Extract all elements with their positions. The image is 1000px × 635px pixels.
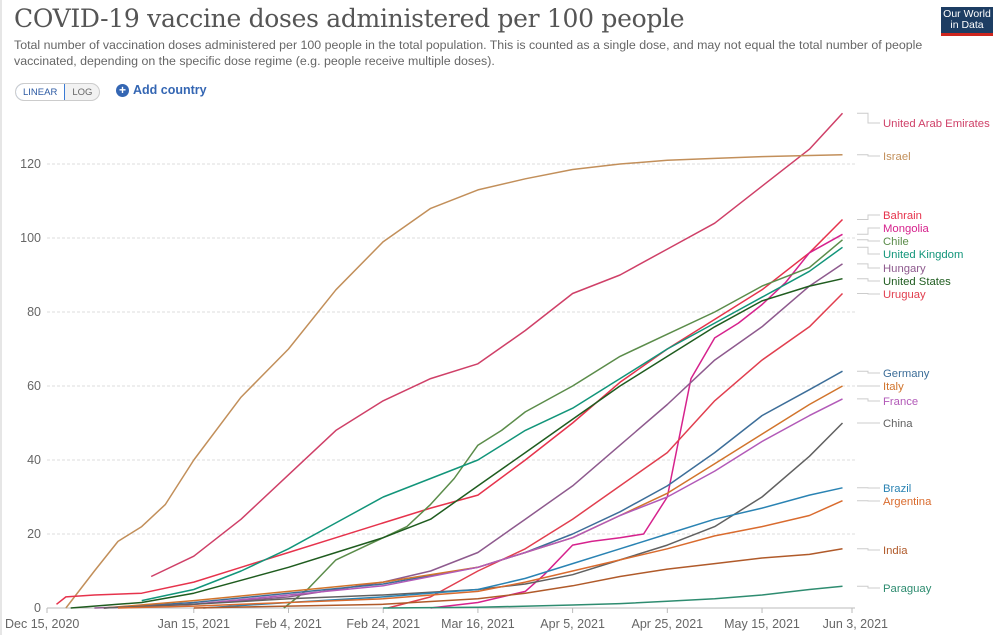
series-line-hungary[interactable] — [94, 263, 843, 609]
x-tick-label: Apr 5, 2021 — [540, 617, 605, 631]
legend-connector — [857, 548, 880, 551]
series-line-united-states[interactable] — [70, 277, 843, 609]
legend-label-united-arab-emirates[interactable]: United Arab Emirates — [883, 118, 990, 130]
legend: United Arab Emirates Israel BahrainMongoli… — [857, 112, 990, 595]
legend-label-brazil[interactable]: Brazil — [883, 483, 911, 495]
legend-label-france[interactable]: France — [883, 396, 918, 408]
legend-label-italy[interactable]: Italy — [883, 381, 904, 393]
y-tick-label: 120 — [20, 157, 41, 171]
x-tick-label: Jan 15, 2021 — [158, 617, 230, 631]
legend-label-paraguay[interactable]: Paraguay — [883, 583, 932, 595]
chart-title: COVID-19 vaccine doses administered per … — [14, 4, 685, 33]
x-tick-label: Feb 4, 2021 — [255, 617, 322, 631]
legend-connector — [857, 112, 880, 124]
legend-label-chile[interactable]: Chile — [883, 236, 909, 248]
series-line-chile[interactable] — [283, 239, 843, 609]
x-tick-label: May 15, 2021 — [724, 617, 800, 631]
add-country-label: Add country — [133, 83, 207, 97]
add-country-button[interactable]: + Add country — [116, 83, 207, 97]
legend-connector — [857, 263, 880, 269]
series-line-paraguay[interactable] — [383, 585, 843, 609]
legend-label-argentina[interactable]: Argentina — [883, 496, 932, 508]
x-tick-label: Dec 15, 2020 — [5, 617, 79, 631]
x-tick-label: Mar 16, 2021 — [441, 617, 515, 631]
legend-label-bahrain[interactable]: Bahrain — [883, 210, 922, 222]
y-tick-label: 20 — [27, 527, 41, 541]
series-line-china[interactable] — [103, 422, 844, 609]
legend-connector — [857, 227, 880, 235]
chart-subtitle: Total number of vaccination doses admini… — [14, 38, 923, 68]
legend-connector — [857, 278, 880, 282]
y-tick-label: 100 — [20, 231, 41, 245]
plus-circle-icon: + — [116, 83, 129, 97]
series-line-germany[interactable] — [103, 370, 843, 609]
legend-connector — [857, 293, 880, 295]
y-tick-label: 40 — [27, 453, 41, 467]
legend-connector — [857, 246, 880, 255]
series-line-uruguay[interactable] — [387, 292, 844, 609]
y-axis-ticks: 0 20 40 60 80 100 120 — [20, 157, 41, 615]
logo-line-1: Our World — [943, 8, 991, 20]
legend-label-israel[interactable]: Israel — [883, 151, 911, 163]
series-line-brazil[interactable] — [203, 487, 843, 609]
legend-label-india[interactable]: India — [883, 545, 908, 557]
legend-label-mongolia[interactable]: Mongolia — [883, 223, 930, 235]
owid-logo[interactable]: Our World in Data — [941, 7, 993, 36]
legend-connector — [857, 370, 880, 374]
scale-linear-button[interactable]: LINEAR — [16, 84, 66, 100]
y-tick-label: 0 — [34, 601, 41, 615]
legend-label-united-states[interactable]: United States — [883, 276, 951, 288]
y-tick-label: 60 — [27, 379, 41, 393]
series-line-israel[interactable] — [65, 154, 843, 609]
legend-label-united-kingdom[interactable]: United Kingdom — [883, 249, 963, 261]
grid-lines — [47, 163, 855, 535]
x-tick-label: Feb 24, 2021 — [346, 617, 420, 631]
series-line-india[interactable] — [193, 548, 843, 609]
legend-label-china[interactable]: China — [883, 418, 913, 430]
legend-connector — [857, 214, 880, 220]
series-line-france[interactable] — [103, 398, 843, 609]
logo-line-2: in Data — [950, 19, 984, 31]
series-line-mongolia[interactable] — [430, 233, 843, 609]
series-line-united-kingdom[interactable] — [141, 246, 843, 602]
series-line-united-arab-emirates[interactable] — [150, 112, 844, 578]
series-line-bahrain[interactable] — [56, 218, 844, 605]
series-line-argentina[interactable] — [117, 500, 843, 609]
legend-connector — [857, 239, 880, 242]
legend-connector — [857, 585, 880, 589]
x-tick-label: Apr 25, 2021 — [632, 617, 704, 631]
scale-toggle: LINEAR LOG — [15, 83, 101, 101]
legend-connector — [857, 398, 880, 402]
scale-log-button[interactable]: LOG — [72, 87, 93, 98]
y-tick-label: 80 — [27, 305, 41, 319]
legend-label-hungary[interactable]: Hungary — [883, 263, 926, 275]
x-axis: Dec 15, 2020 Jan 15, 2021 Feb 4, 2021 Feb 2… — [5, 607, 888, 631]
legend-label-germany[interactable]: Germany — [883, 368, 930, 380]
x-tick-label: Jun 3, 2021 — [823, 617, 888, 631]
series-lines — [56, 112, 844, 609]
legend-connector — [857, 154, 880, 157]
legend-label-uruguay[interactable]: Uruguay — [883, 289, 926, 301]
